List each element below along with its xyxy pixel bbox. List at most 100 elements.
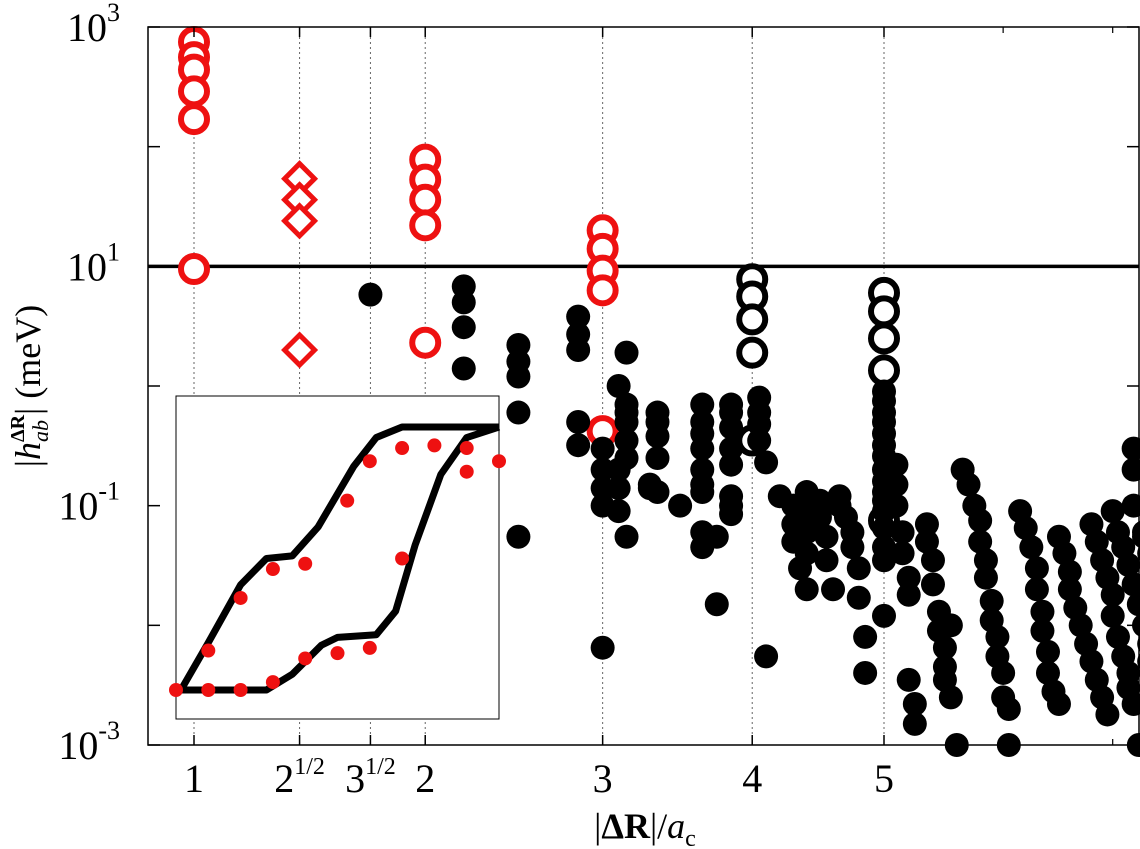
- filled-circle-point: [996, 696, 1021, 721]
- filled-circle-point: [645, 424, 670, 449]
- filled-circle-point: [884, 452, 909, 477]
- open-diamond-point: [281, 202, 319, 240]
- filled-circle-point: [890, 520, 915, 545]
- filled-circle-point: [1057, 559, 1082, 584]
- filled-circle-point: [606, 499, 631, 524]
- filled-circle-point: [645, 480, 670, 505]
- filled-circle-point: [1100, 499, 1125, 524]
- filled-circle-point: [1116, 552, 1140, 577]
- filled-circle-point: [1035, 660, 1060, 685]
- filled-circle-point: [1084, 529, 1109, 554]
- filled-circle-point: [1079, 649, 1104, 674]
- filled-circle-point: [896, 582, 921, 607]
- filled-circle-point: [1100, 582, 1125, 607]
- filled-circle-point: [896, 667, 921, 692]
- filled-circle-point: [991, 660, 1016, 685]
- x-tick-label: 21/2: [274, 754, 325, 801]
- open-circle-point: [586, 274, 619, 307]
- filled-circle-point: [794, 577, 819, 602]
- filled-circle-point: [451, 356, 476, 381]
- filled-circle-point: [566, 410, 591, 435]
- filled-circle-point: [747, 428, 772, 453]
- filled-circle-point: [606, 374, 631, 398]
- filled-circle-point: [1095, 702, 1120, 727]
- inset-point: [395, 551, 410, 566]
- filled-circle-point: [1100, 603, 1125, 628]
- axis-titles: |ΔR|/ac |habΔR| (meV): [7, 305, 696, 849]
- filled-circle-point: [668, 493, 693, 518]
- y-tick-label: 10-3: [58, 716, 120, 768]
- open-circle-point: [736, 336, 769, 369]
- filled-circle-point: [614, 428, 639, 453]
- filled-circle-point: [968, 508, 993, 533]
- filled-circle-point: [506, 524, 531, 549]
- filled-circle-point: [614, 410, 639, 435]
- filled-circle-point: [1121, 436, 1140, 461]
- data-points: [178, 25, 1140, 757]
- filled-circle-point: [794, 541, 819, 566]
- filled-circle-point: [973, 548, 998, 573]
- filled-circle-point: [884, 472, 909, 497]
- inset-point: [340, 493, 355, 508]
- filled-circle-point: [979, 588, 1004, 613]
- y-tick-labels: 10-3 10-1 101 103: [58, 0, 120, 768]
- filled-circle-point: [1030, 599, 1055, 624]
- tick-marks: [148, 26, 1139, 746]
- filled-circle-point: [1019, 535, 1044, 560]
- open-circle-point: [409, 326, 442, 359]
- inset-point: [298, 556, 313, 571]
- filled-circle-point: [853, 660, 878, 685]
- filled-circle-point: [506, 364, 531, 389]
- filled-circle-point: [506, 400, 531, 425]
- filled-circle-point: [1057, 577, 1082, 602]
- inset-point: [427, 438, 442, 453]
- filled-circle-point: [872, 548, 896, 573]
- inset-point: [459, 464, 474, 479]
- inset-point: [265, 675, 280, 690]
- filled-circle-point: [814, 524, 839, 549]
- filled-circle-point: [932, 635, 957, 660]
- inset-point: [459, 441, 474, 456]
- filled-circle-point: [451, 290, 476, 315]
- inset-point: [201, 643, 216, 658]
- x-axis-title: |ΔR|/ac: [594, 806, 696, 849]
- filled-circle-point: [1030, 618, 1055, 643]
- filled-circle-point: [719, 502, 744, 527]
- filled-circle-point: [614, 446, 639, 471]
- filled-circle-point: [704, 524, 729, 549]
- inset-point: [233, 683, 248, 697]
- filled-circle-point: [506, 333, 531, 358]
- filled-circle-point: [973, 565, 998, 590]
- filled-circle-point: [566, 433, 591, 458]
- filled-circle-point: [840, 535, 865, 560]
- filled-circle-point: [754, 450, 779, 475]
- open-circle-point: [409, 183, 442, 216]
- x-tick-label: 3: [593, 756, 613, 801]
- open-circle-point: [178, 103, 210, 136]
- filled-circle-point: [846, 556, 871, 581]
- filled-circle-point: [606, 476, 631, 501]
- inset-curve: [174, 423, 499, 694]
- x-tick-label: 5: [874, 756, 894, 801]
- filled-circle-point: [1046, 692, 1071, 717]
- inset-point: [298, 651, 313, 666]
- filled-circle-point: [747, 412, 772, 437]
- x-tick-labels: 1 21/2 31/2 2 3 4 5: [184, 754, 894, 801]
- filled-circle-point: [846, 585, 871, 610]
- filled-circle-point: [645, 446, 670, 471]
- filled-circle-point: [938, 613, 963, 638]
- inset-point: [492, 454, 506, 469]
- inset-point: [169, 683, 183, 697]
- filled-circle-point: [614, 340, 639, 365]
- filled-circle-point: [690, 392, 715, 417]
- filled-circle-point: [614, 524, 639, 549]
- filled-circle-point: [1126, 592, 1140, 617]
- filled-circle-point: [1121, 572, 1140, 597]
- filled-circle-point: [566, 337, 591, 362]
- filled-circle-point: [719, 415, 744, 440]
- filled-circle-point: [914, 529, 939, 554]
- open-circle-point: [409, 209, 442, 242]
- filled-circle-point: [566, 304, 591, 329]
- filled-circle-point: [704, 592, 729, 617]
